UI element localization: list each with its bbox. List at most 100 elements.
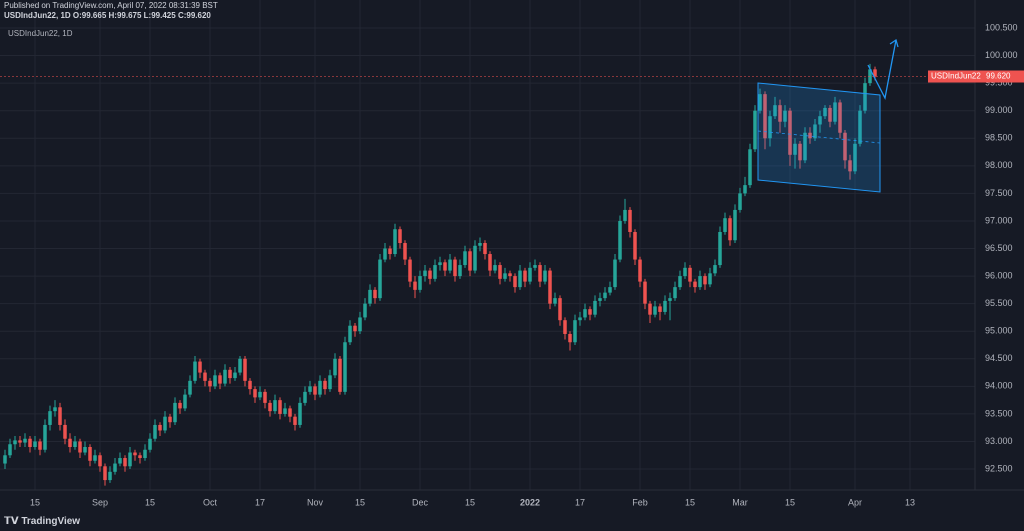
candle-body bbox=[633, 231, 637, 260]
candle-body bbox=[63, 424, 67, 439]
x-tick-label: 15 bbox=[355, 497, 365, 507]
candle-body bbox=[733, 209, 737, 241]
candle-body bbox=[78, 441, 82, 453]
x-tick-label: Apr bbox=[848, 497, 862, 507]
candle-body bbox=[273, 400, 277, 412]
candle-body bbox=[393, 229, 397, 255]
candle-body bbox=[248, 380, 252, 390]
candle-body bbox=[183, 394, 187, 409]
candle-body bbox=[383, 248, 387, 260]
candle-body bbox=[568, 333, 572, 343]
candle-body bbox=[858, 110, 862, 144]
candle-body bbox=[848, 160, 852, 172]
candle-body bbox=[128, 452, 132, 467]
candle-body bbox=[333, 358, 337, 376]
published-note: Published on TradingView.com, April 07, … bbox=[4, 1, 218, 10]
x-tick-label: 17 bbox=[575, 497, 585, 507]
candle-body bbox=[803, 132, 807, 161]
y-tick-label: 97.000 bbox=[985, 215, 1013, 225]
candle-body bbox=[768, 116, 772, 139]
ohlc-header: USDIndJun22, 1D O:99.665 H:99.675 L:99.4… bbox=[4, 11, 211, 20]
candle-body bbox=[543, 270, 547, 282]
candle-body bbox=[173, 402, 177, 423]
candle-body bbox=[853, 143, 857, 172]
candle-body bbox=[558, 298, 562, 321]
candle-body bbox=[828, 107, 832, 122]
candle-body bbox=[688, 267, 692, 282]
candle-body bbox=[113, 463, 117, 472]
y-tick-label: 98.000 bbox=[985, 160, 1013, 170]
candle-body bbox=[463, 251, 467, 266]
y-tick-label: 99.000 bbox=[985, 105, 1013, 115]
candle-body bbox=[738, 193, 742, 210]
x-tick-label: Sep bbox=[92, 497, 108, 507]
candle-body bbox=[318, 380, 322, 395]
candle-body bbox=[758, 94, 762, 111]
candle-body bbox=[278, 400, 282, 414]
candle-body bbox=[508, 273, 512, 277]
y-tick-label: 96.500 bbox=[985, 243, 1013, 253]
candle-body bbox=[668, 298, 672, 301]
x-tick-label: 17 bbox=[255, 497, 265, 507]
candle-body bbox=[428, 270, 432, 279]
candle-body bbox=[443, 262, 447, 271]
candles bbox=[0, 63, 975, 486]
candle-body bbox=[263, 391, 267, 403]
candle-body bbox=[663, 300, 667, 312]
candle-body bbox=[698, 276, 702, 288]
candle-body bbox=[53, 407, 57, 412]
candle-body bbox=[623, 209, 627, 221]
candle-body bbox=[228, 369, 232, 379]
candle-body bbox=[788, 110, 792, 155]
x-tick-label: Oct bbox=[203, 497, 218, 507]
candle-body bbox=[68, 438, 72, 447]
candle-body bbox=[708, 273, 712, 285]
x-tick-label: 15 bbox=[785, 497, 795, 507]
candle-body bbox=[83, 446, 87, 453]
candle-body bbox=[413, 281, 417, 290]
candle-body bbox=[578, 317, 582, 321]
candle-body bbox=[868, 69, 872, 84]
x-tick-label: Dec bbox=[412, 497, 429, 507]
candle-body bbox=[603, 292, 607, 299]
candle-body bbox=[808, 132, 812, 139]
candle-body bbox=[643, 281, 647, 304]
candle-body bbox=[148, 438, 152, 450]
candle-body bbox=[523, 270, 527, 282]
candle-body bbox=[683, 267, 687, 277]
candle-body bbox=[703, 276, 707, 285]
legend: USDIndJun22, 1D bbox=[8, 29, 73, 38]
candle-body bbox=[398, 229, 402, 244]
candle-body bbox=[163, 416, 167, 431]
last-price-label: 99.620 bbox=[986, 72, 1011, 81]
x-tick-label: 13 bbox=[905, 497, 915, 507]
x-tick-label: Nov bbox=[307, 497, 324, 507]
candle-body bbox=[298, 402, 302, 425]
candle-body bbox=[718, 231, 722, 266]
y-tick-label: 93.000 bbox=[985, 436, 1013, 446]
x-tick-label: 15 bbox=[685, 497, 695, 507]
candle-body bbox=[548, 270, 552, 304]
candle-body bbox=[178, 402, 182, 409]
candle-body bbox=[573, 320, 577, 343]
candle-body bbox=[233, 372, 237, 379]
arrow-head bbox=[889, 38, 899, 48]
candle-body bbox=[378, 259, 382, 299]
candle-body bbox=[843, 132, 847, 161]
candle-body bbox=[213, 375, 217, 387]
candle-body bbox=[133, 452, 137, 456]
candle-body bbox=[283, 408, 287, 414]
y-tick-label: 94.500 bbox=[985, 353, 1013, 363]
candle-body bbox=[73, 441, 77, 447]
candle-body bbox=[468, 251, 472, 271]
candle-body bbox=[533, 265, 537, 268]
candle-body bbox=[403, 243, 407, 260]
last-price-symbol: USDIndJun22 bbox=[931, 72, 981, 81]
candle-body bbox=[223, 369, 227, 384]
candle-body bbox=[763, 94, 767, 139]
candle-body bbox=[408, 259, 412, 282]
candle-body bbox=[513, 276, 517, 288]
candle-body bbox=[483, 243, 487, 255]
